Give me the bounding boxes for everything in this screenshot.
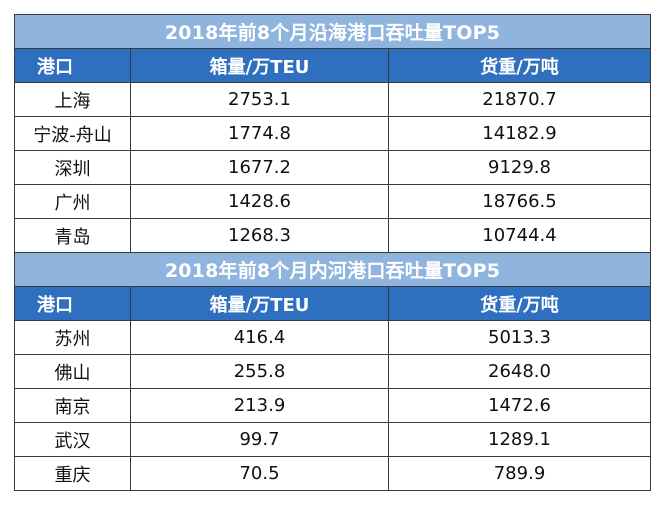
teu-value: 99.7 — [130, 422, 389, 457]
inland-header-teu: 箱量/万TEU — [130, 286, 389, 321]
teu-value: 1268.3 — [130, 218, 389, 253]
teu-value: 1774.8 — [130, 116, 389, 151]
table-row: 苏州 416.4 5013.3 — [14, 320, 651, 355]
cargo-value: 21870.7 — [388, 82, 651, 117]
coastal-header-port: 港口 — [14, 48, 131, 83]
teu-value: 1677.2 — [130, 150, 389, 185]
table-row: 上海 2753.1 21870.7 — [14, 82, 651, 117]
cargo-value: 1472.6 — [388, 388, 651, 423]
coastal-title-row: 2018年前8个月沿海港口吞吐量TOP5 — [14, 14, 651, 49]
teu-value: 2753.1 — [130, 82, 389, 117]
table-row: 佛山 255.8 2648.0 — [14, 354, 651, 389]
teu-value: 255.8 — [130, 354, 389, 389]
inland-table-title: 2018年前8个月内河港口吞吐量TOP5 — [14, 252, 651, 287]
port-name: 宁波-舟山 — [14, 116, 131, 151]
coastal-header-cargo: 货重/万吨 — [388, 48, 651, 83]
port-name: 重庆 — [14, 456, 131, 491]
cargo-value: 14182.9 — [388, 116, 651, 151]
cargo-value: 789.9 — [388, 456, 651, 491]
port-name: 佛山 — [14, 354, 131, 389]
coastal-table-title: 2018年前8个月沿海港口吞吐量TOP5 — [14, 14, 651, 49]
table-row: 深圳 1677.2 9129.8 — [14, 150, 651, 185]
port-name: 上海 — [14, 82, 131, 117]
inland-header-row: 港口 箱量/万TEU 货重/万吨 — [14, 286, 651, 321]
coastal-header-teu: 箱量/万TEU — [130, 48, 389, 83]
cargo-value: 5013.3 — [388, 320, 651, 355]
cargo-value: 18766.5 — [388, 184, 651, 219]
table-row: 武汉 99.7 1289.1 — [14, 422, 651, 457]
cargo-value: 9129.8 — [388, 150, 651, 185]
port-name: 深圳 — [14, 150, 131, 185]
table-row: 宁波-舟山 1774.8 14182.9 — [14, 116, 651, 151]
table-row: 广州 1428.6 18766.5 — [14, 184, 651, 219]
port-name: 青岛 — [14, 218, 131, 253]
teu-value: 1428.6 — [130, 184, 389, 219]
port-name: 苏州 — [14, 320, 131, 355]
port-name: 广州 — [14, 184, 131, 219]
inland-header-cargo: 货重/万吨 — [388, 286, 651, 321]
teu-value: 213.9 — [130, 388, 389, 423]
port-name: 武汉 — [14, 422, 131, 457]
table-row: 重庆 70.5 789.9 — [14, 456, 651, 491]
teu-value: 70.5 — [130, 456, 389, 491]
coastal-header-row: 港口 箱量/万TEU 货重/万吨 — [14, 48, 651, 83]
port-throughput-table: 2018年前8个月沿海港口吞吐量TOP5 港口 箱量/万TEU 货重/万吨 上海… — [14, 14, 651, 491]
port-name: 南京 — [14, 388, 131, 423]
inland-header-port: 港口 — [14, 286, 131, 321]
table-row: 青岛 1268.3 10744.4 — [14, 218, 651, 253]
port-throughput-table-container: 2018年前8个月沿海港口吞吐量TOP5 港口 箱量/万TEU 货重/万吨 上海… — [14, 14, 651, 496]
cargo-value: 10744.4 — [388, 218, 651, 253]
cargo-value: 1289.1 — [388, 422, 651, 457]
table-row: 南京 213.9 1472.6 — [14, 388, 651, 423]
cargo-value: 2648.0 — [388, 354, 651, 389]
inland-title-row: 2018年前8个月内河港口吞吐量TOP5 — [14, 252, 651, 287]
teu-value: 416.4 — [130, 320, 389, 355]
